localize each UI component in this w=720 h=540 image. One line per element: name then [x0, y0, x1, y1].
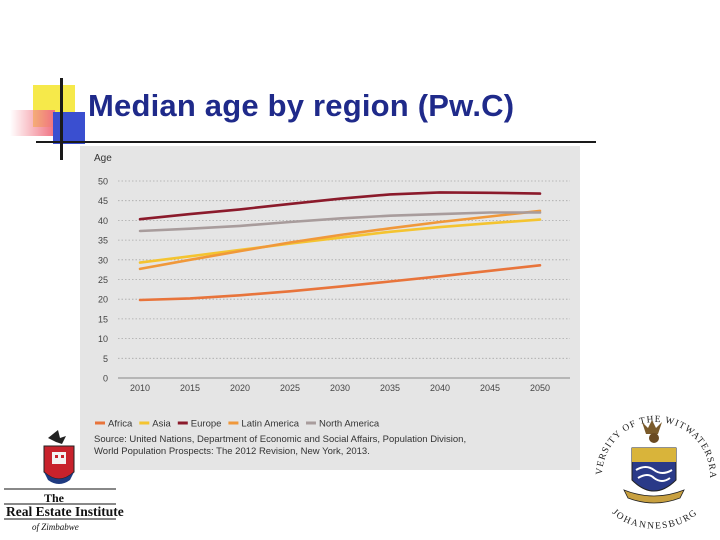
wits-bottom-text: JOHANNESBURG — [610, 508, 699, 532]
y-tick-label: 25 — [98, 275, 108, 285]
source-note: Source: United Nations, Department of Ec… — [94, 434, 466, 458]
series-line-africa — [138, 264, 542, 302]
slide-title: Median age by region (Pw.C) — [88, 88, 515, 123]
decoration-vertical-line — [60, 78, 63, 160]
y-tick-label: 0 — [103, 374, 108, 384]
x-tick-label: 2050 — [530, 383, 550, 393]
rei-logo-text-country: of Zimbabwe — [32, 522, 79, 532]
decoration-horizontal-line — [36, 141, 596, 143]
wits-university-logo: UNIVERSITY OF THE WITWATERSRAND JOHANNES… — [590, 398, 716, 532]
legend-label-north-america: North America — [319, 419, 380, 430]
svg-text:JOHANNESBURG: JOHANNESBURG — [610, 508, 700, 532]
series-line-latin-america — [138, 209, 542, 271]
series-line-europe — [138, 191, 542, 221]
source-line-2: World Population Prospects: The 2012 Rev… — [94, 446, 370, 457]
y-tick-label: 50 — [98, 177, 108, 187]
x-tick-label: 2020 — [230, 383, 250, 393]
series-line-asia — [138, 218, 542, 264]
decoration-red-bar — [10, 110, 55, 136]
y-tick-label: 45 — [98, 196, 108, 206]
x-tick-label: 2035 — [380, 383, 400, 393]
x-tick-label: 2030 — [330, 383, 350, 393]
legend-label-europe: Europe — [191, 419, 222, 430]
decoration-blue-square — [53, 112, 85, 144]
y-tick-label: 10 — [98, 334, 108, 344]
x-tick-label: 2010 — [130, 383, 150, 393]
x-tick-label: 2015 — [180, 383, 200, 393]
chart-panel: Age 0 5 10 15 20 25 30 35 40 45 50 2010 2015 2020 2025 2… — [80, 146, 580, 470]
y-tick-label: 30 — [98, 255, 108, 265]
rei-logo-text-name: Real Estate Institute — [6, 504, 124, 519]
y-axis-label: Age — [94, 153, 112, 164]
rei-logo-crest — [4, 430, 116, 520]
x-tick-label: 2040 — [430, 383, 450, 393]
y-tick-label: 40 — [98, 216, 108, 226]
y-tick-label: 5 — [103, 354, 108, 364]
series-line-north-america — [138, 211, 542, 233]
legend-label-asia: Asia — [152, 419, 171, 430]
legend-label-africa: Africa — [108, 419, 133, 430]
y-tick-label: 35 — [98, 236, 108, 246]
y-tick-label: 15 — [98, 314, 108, 324]
legend-label-latin-america: Latin America — [241, 419, 299, 430]
rei-logo-text-the: The — [44, 491, 65, 505]
source-line-1: Source: United Nations, Department of Ec… — [94, 434, 467, 445]
y-tick-label: 20 — [98, 295, 108, 305]
x-tick-label: 2025 — [280, 383, 300, 393]
x-tick-label: 2045 — [480, 383, 500, 393]
